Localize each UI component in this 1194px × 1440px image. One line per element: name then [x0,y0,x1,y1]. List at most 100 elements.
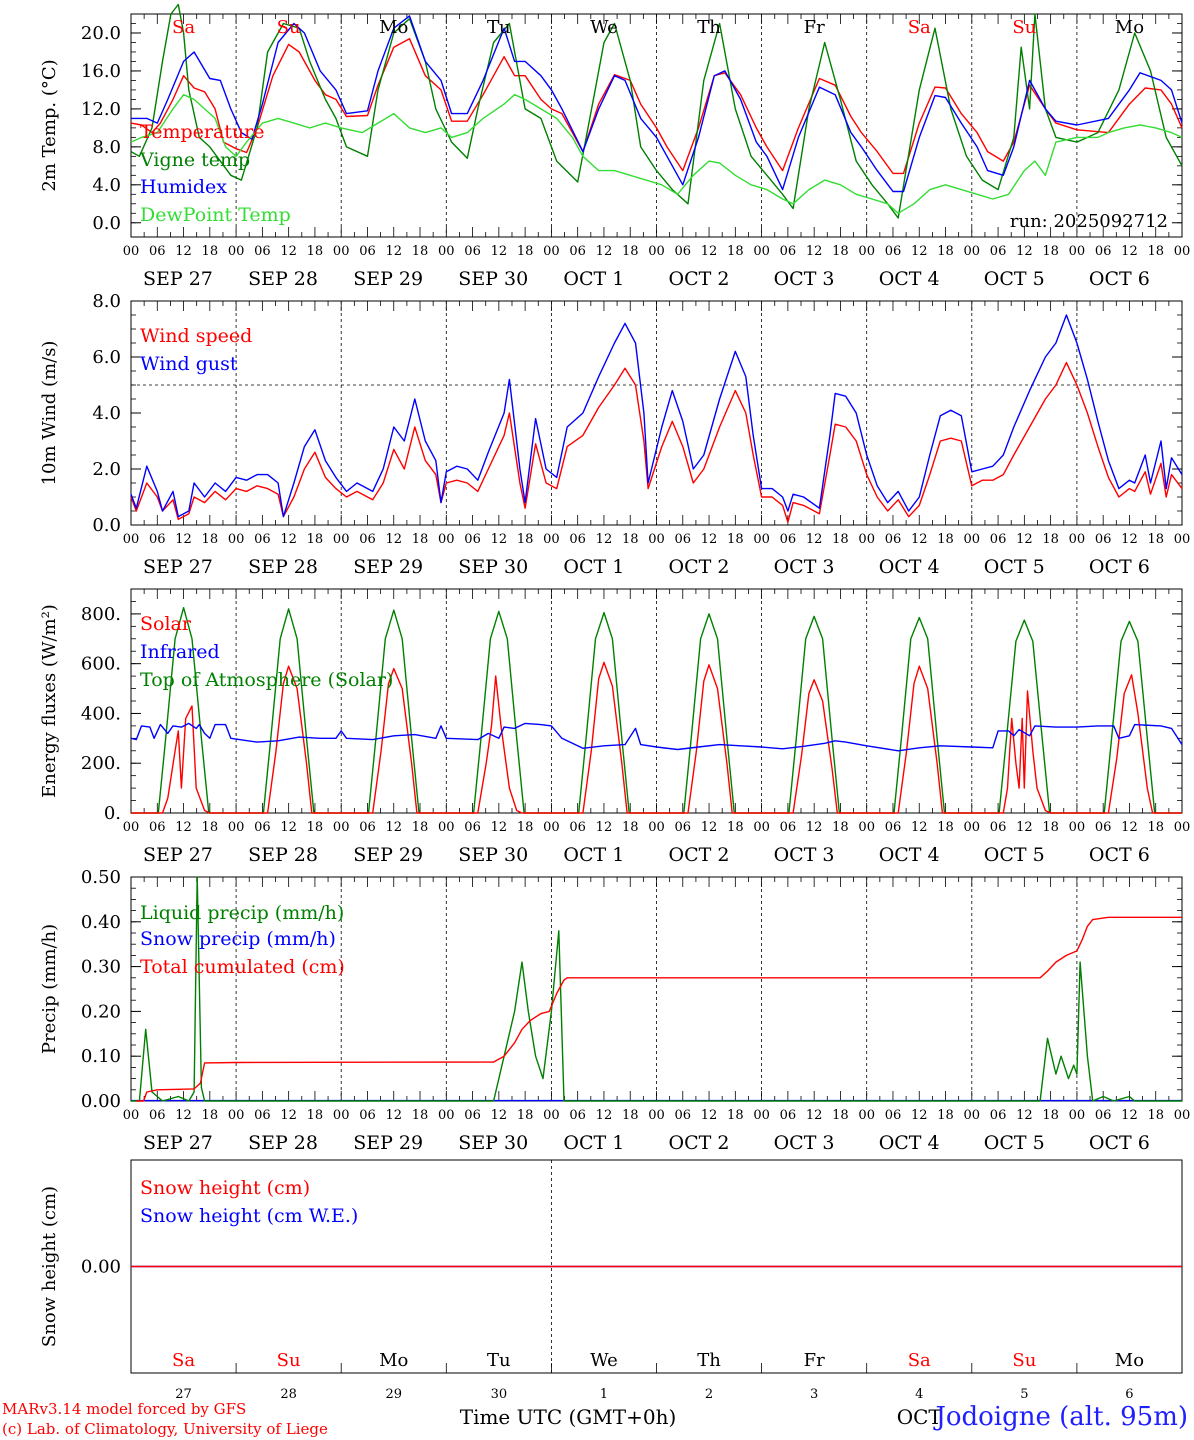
y-tick-label: 8.0 [92,137,121,158]
x-date-label: SEP 29 [353,556,423,578]
weekday-label: Fr [804,1350,825,1371]
x-hour-label: 00 [1174,820,1191,835]
x-hour-label: 06 [569,820,586,835]
y-tick-label: 0.0 [92,515,121,536]
x-hour-label: 12 [385,820,402,835]
x-hour-label: 06 [675,1108,692,1123]
x-hour-label: 06 [359,1108,376,1123]
y-tick-label: 600. [81,654,121,675]
x-hour-label: 00 [123,1108,140,1123]
x-hour-label: 06 [1095,532,1112,547]
x-date-label: OCT 6 [1089,1132,1150,1154]
x-hour-label: 00 [543,820,560,835]
y-tick-label: 8.0 [92,291,121,312]
x-hour-label: 18 [727,1108,744,1123]
weekday-label: Su [277,1350,301,1371]
x-hour-label: 12 [1121,532,1138,547]
x-hour-label: 06 [885,244,902,259]
y-axis-label: Snow height (cm) [39,1186,60,1347]
weekday-label: Mo [1115,17,1144,38]
x-hour-label: 18 [517,244,534,259]
x-hour-label: 18 [937,1108,954,1123]
x-date-label: OCT 2 [669,268,730,290]
x-hour-label: 12 [1016,1108,1033,1123]
series-liquid-precip-mm-h [131,876,1182,1102]
x-date-label: OCT 5 [984,844,1045,866]
x-hour-label: 00 [964,244,981,259]
x-hour-label: 06 [254,532,271,547]
x-hour-label: 00 [1174,244,1191,259]
x-hour-label: 06 [569,1108,586,1123]
x-hour-label: 00 [543,1108,560,1123]
x-hour-label: 18 [1147,820,1164,835]
x-hour-label: 00 [648,1108,665,1123]
x-hour-label: 12 [1121,244,1138,259]
x-hour-label: 06 [990,532,1007,547]
y-tick-label: 0.20 [81,1001,121,1022]
x-hour-label: 12 [596,244,613,259]
x-hour-label: 06 [780,244,797,259]
y-tick-label: 0.30 [81,957,121,978]
x-hour-label: 12 [491,532,508,547]
x-hour-label: 00 [333,532,350,547]
y-tick-label: 6.0 [92,347,121,368]
x-date-label: OCT 2 [669,1132,730,1154]
x-hour-label: 06 [780,532,797,547]
x-hour-label: 06 [149,532,166,547]
x-hour-label: 12 [1121,1108,1138,1123]
x-hour-label: 00 [1069,1108,1086,1123]
x-hour-label: 00 [858,1108,875,1123]
y-tick-label: 0.00 [81,1257,121,1278]
x-date-label: OCT 1 [563,844,624,866]
x-hour-label: 18 [622,532,639,547]
weekday-label: We [590,1350,618,1371]
x-hour-label: 06 [675,244,692,259]
x-date-label: OCT 4 [879,1132,940,1154]
series-vigne-temp [130,3,1183,219]
y-axis-label: Energy fluxes (W/m²) [39,604,60,798]
day-number-label: 29 [385,1387,402,1402]
x-hour-label: 00 [123,244,140,259]
x-hour-label: 18 [1147,244,1164,259]
y-axis-label: 10m Wind (m/s) [39,341,60,486]
weekday-label: Tu [487,17,511,38]
x-hour-label: 06 [675,820,692,835]
x-hour-label: 06 [254,820,271,835]
x-hour-label: 12 [1016,244,1033,259]
x-hour-label: 12 [911,244,928,259]
x-hour-label: 00 [648,820,665,835]
y-tick-label: 0.00 [81,1091,121,1112]
x-hour-label: 12 [806,820,823,835]
x-hour-label: 00 [1069,244,1086,259]
legend-label: Wind gust [140,353,238,375]
x-hour-label: 18 [307,532,324,547]
weekday-label: Th [697,1350,721,1371]
x-hour-label: 18 [517,532,534,547]
legend-label: Vigne temp [139,149,250,171]
x-hour-label: 18 [307,820,324,835]
x-hour-label: 12 [491,1108,508,1123]
x-hour-label: 18 [1042,244,1059,259]
x-hour-label: 00 [753,244,770,259]
x-hour-label: 12 [806,532,823,547]
x-date-label: OCT 3 [774,844,835,866]
x-date-label: OCT 1 [563,1132,624,1154]
x-hour-label: 18 [1147,532,1164,547]
x-date-label: SEP 28 [248,844,318,866]
x-hour-label: 06 [359,820,376,835]
x-hour-label: 00 [123,820,140,835]
x-hour-label: 00 [964,820,981,835]
x-date-label: OCT 5 [984,1132,1045,1154]
y-tick-label: 0. [104,803,121,824]
x-hour-label: 00 [438,532,455,547]
x-hour-label: 18 [727,244,744,259]
x-hour-label: 00 [123,532,140,547]
x-hour-label: 00 [1069,532,1086,547]
x-hour-label: 00 [333,820,350,835]
x-hour-label: 18 [832,820,849,835]
x-hour-label: 18 [1147,1108,1164,1123]
x-hour-label: 12 [596,532,613,547]
x-date-label: SEP 30 [458,268,528,290]
x-hour-label: 00 [648,244,665,259]
